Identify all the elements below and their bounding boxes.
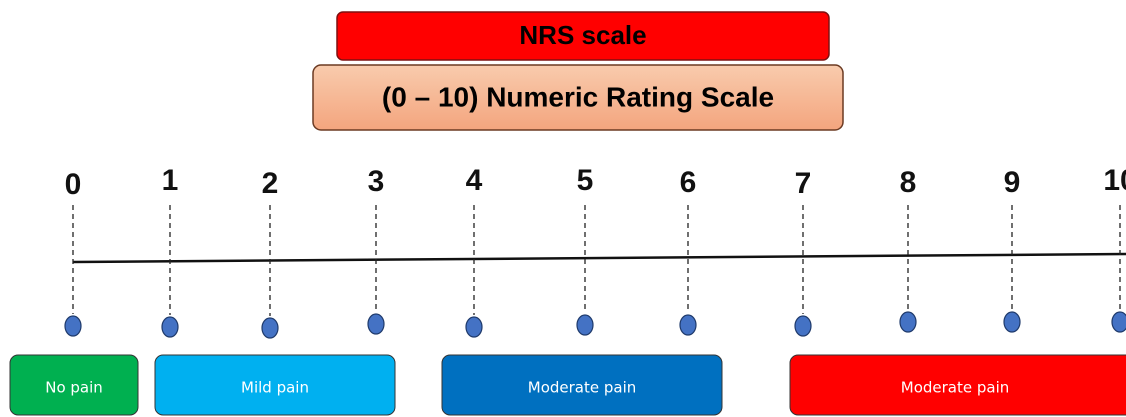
tick-label: 7	[795, 167, 812, 200]
subtitle-box	[312, 64, 844, 131]
tick-label: 8	[900, 166, 917, 199]
tick-label: 9	[1004, 166, 1021, 199]
category-box	[9, 354, 139, 416]
tick-label: 3	[368, 165, 385, 198]
category-label: Moderate pain	[528, 379, 637, 397]
tick-dot	[794, 315, 812, 337]
tick-dot	[679, 314, 697, 336]
tick-label: 10	[1103, 164, 1126, 197]
category-label: No pain	[45, 379, 103, 397]
category-box	[154, 354, 396, 416]
tick-label: 0	[65, 168, 82, 201]
tick-label: 2	[262, 167, 279, 200]
tick-label: 1	[162, 164, 179, 197]
tick-dot	[261, 317, 279, 339]
tick-dot	[576, 314, 594, 336]
category-box	[441, 354, 723, 416]
tick-dot	[64, 315, 82, 337]
title-box	[336, 11, 830, 61]
tick-dot	[1111, 311, 1126, 333]
tick-dot	[465, 316, 483, 338]
category-label: Moderate pain	[901, 379, 1010, 397]
ticks: 0 1 2 3 4 5 6 7 8 9 10	[64, 164, 1126, 339]
tick-dot	[1003, 311, 1021, 333]
tick-dot	[161, 316, 179, 338]
tick-label: 5	[577, 164, 594, 197]
scale-line	[72, 252, 1126, 264]
category-boxes: No pain Mild pain Moderate pain Moderate pa…	[9, 354, 1126, 416]
category-label: Mild pain	[241, 379, 309, 397]
subtitle: (0 – 10) Numeric Rating Scale	[382, 81, 774, 112]
category-box	[789, 354, 1126, 416]
tick-dot	[899, 311, 917, 333]
tick-label: 4	[466, 164, 483, 197]
tick-dot	[367, 313, 385, 335]
tick-label: 6	[680, 166, 697, 199]
title: NRS scale	[519, 20, 646, 50]
